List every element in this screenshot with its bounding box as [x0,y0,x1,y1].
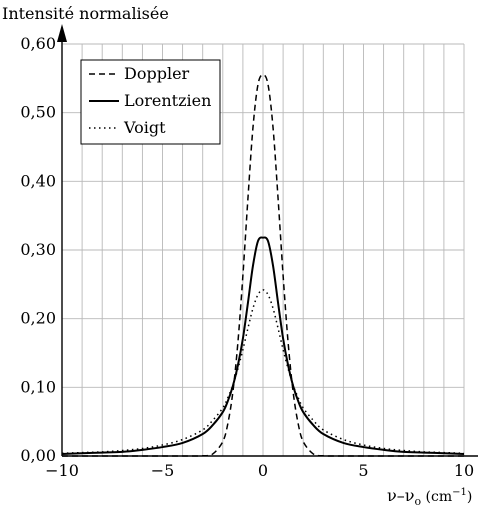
x-axis-title-close: ) [467,489,472,505]
x-tick-label: −5 [151,461,175,480]
y-axis-title: Intensité normalisée [2,4,169,23]
y-tick-label: 0,60 [20,34,56,53]
x-axis-title: ν–νo (cm−1) [387,486,472,508]
legend-label-lorentzien: Lorentzien [124,91,211,110]
y-tick-label: 0,00 [20,446,56,465]
x-axis-title-main: ν–ν [387,486,414,505]
x-tick-label: 10 [454,461,474,480]
tick-labels: 0,00 0,10 0,20 0,30 0,40 0,50 0,60 −10 −5 0 5 10 [20,34,474,480]
x-tick-label: 0 [258,461,268,480]
y-tick-label: 0,50 [20,103,56,122]
x-axis-title-sub: o [414,495,421,508]
legend-label-voigt: Voigt [123,118,166,137]
x-axis-title-unit: (cm [421,489,452,505]
legend-label-doppler: Doppler [124,64,190,83]
x-axis-title-exp: −1 [452,487,467,498]
y-tick-label: 0,30 [20,240,56,259]
series-line-voigt [61,289,465,454]
y-tick-label: 0,40 [20,171,56,190]
x-tick-label: −10 [45,461,79,480]
legend: Doppler Lorentzien Voigt [80,59,221,145]
y-tick-label: 0,10 [20,377,56,396]
y-tick-label: 0,20 [20,309,56,328]
x-tick-label: 5 [358,461,368,480]
series-line-lorentzien [61,236,465,455]
series-group [61,74,465,457]
y-axis-arrow [57,24,67,42]
